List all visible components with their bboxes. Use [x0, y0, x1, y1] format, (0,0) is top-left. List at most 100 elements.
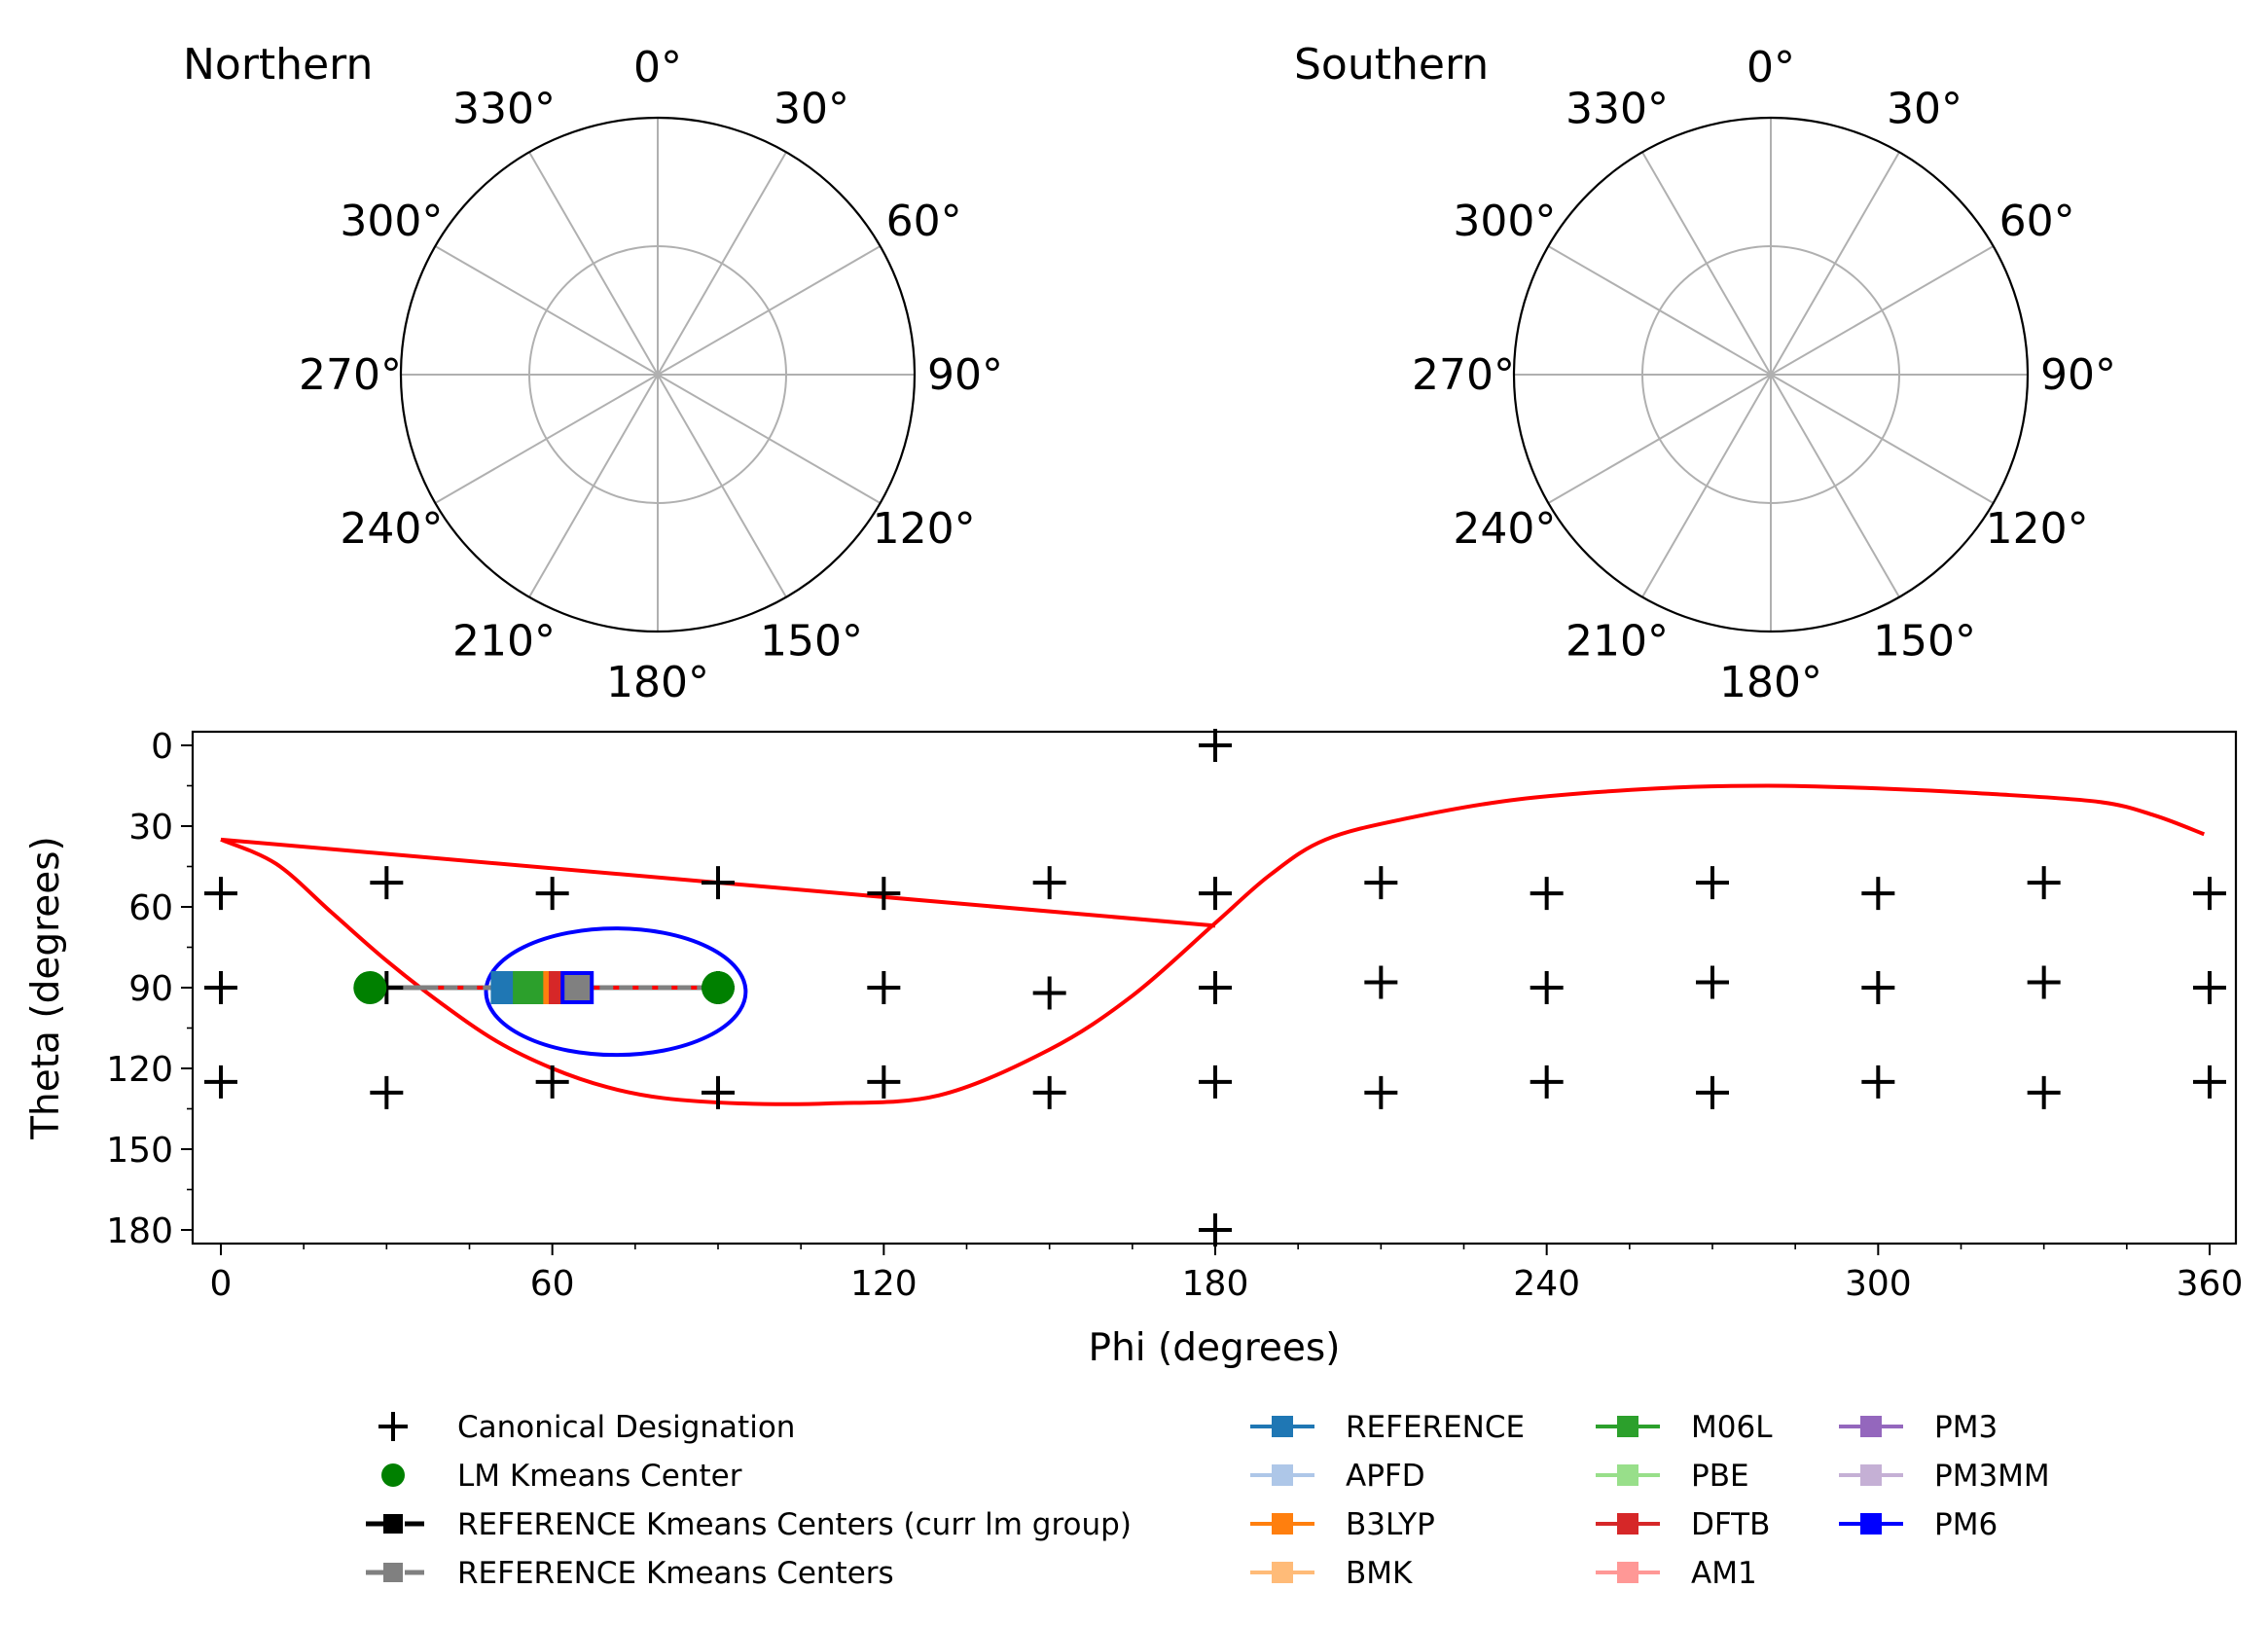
lm-kmeans-center-marker [353, 971, 387, 1004]
polar-angle-label: 180° [606, 658, 709, 707]
canonical-marker [1861, 877, 1895, 911]
polar-grid-spoke [528, 374, 659, 598]
legend-label: PM3 [1934, 1410, 1998, 1445]
canonical-marker [2027, 866, 2061, 900]
canonical-marker [1530, 971, 1564, 1004]
x-tick-label: 0 [210, 1264, 233, 1304]
legend-label: B3LYP [1346, 1507, 1435, 1542]
canonical-marker [2193, 971, 2226, 1004]
polar-angle-label: 0° [1746, 43, 1795, 92]
y-tick-label: 0 [151, 727, 173, 767]
canonical-marker [2027, 965, 2061, 999]
legend-label: APFD [1346, 1459, 1425, 1494]
canonical-marker [370, 1075, 404, 1109]
legend-handle-square [1860, 1464, 1882, 1486]
canonical-marker [702, 1075, 735, 1109]
canonical-marker [702, 866, 735, 900]
canonical-marker [1032, 1075, 1066, 1109]
polar-angle-label: 330° [1566, 84, 1669, 133]
legend-handle-canonical [378, 1412, 408, 1441]
x-tick-label: 300 [1845, 1264, 1912, 1304]
legend-handle-square [1860, 1513, 1882, 1535]
polar-grid-spoke [1547, 245, 1772, 376]
canonical-marker [2027, 1075, 2061, 1109]
polar-grid-spoke [1770, 151, 1900, 376]
legend-label: BMK [1346, 1556, 1413, 1591]
y-tick-label: 60 [128, 888, 173, 928]
legend-handle-square [1617, 1562, 1638, 1583]
polar-angle-label: 90° [927, 350, 1003, 400]
polar-angle-label: 120° [873, 504, 976, 554]
canonical-marker [1696, 965, 1729, 999]
legend-handle-square [1617, 1513, 1638, 1535]
y-tick-label: 90 [128, 969, 173, 1009]
legend-handle-square [1617, 1464, 1638, 1486]
canonical-marker [1199, 877, 1232, 911]
polar-angle-label: 30° [1887, 84, 1962, 133]
canonical-marker [1696, 866, 1729, 900]
polar-grid-spoke [1641, 151, 1772, 376]
polar-angle-label: 150° [1873, 617, 1976, 667]
legend-label: LM Kmeans Center [457, 1459, 742, 1494]
polar-angle-label: 60° [1999, 197, 2075, 246]
polar-northern: Northern 0° 30° 60° 90° 120° 150° 180° 210° 240° 2… [183, 40, 1003, 707]
polar-grid-spoke [434, 245, 659, 376]
polar-angle-label: 270° [1412, 350, 1515, 400]
polar-angle-label: 60° [886, 197, 962, 246]
lm-kmeans-center-marker [702, 971, 735, 1004]
legend-label: PBE [1691, 1459, 1749, 1494]
polar-angle-label: 150° [760, 617, 863, 667]
legend-label: M06L [1691, 1410, 1773, 1445]
polar-angle-label: 90° [2040, 350, 2116, 400]
polar-angle-label: 30° [774, 84, 849, 133]
polar-angle-label: 300° [1453, 197, 1556, 246]
legend-label: REFERENCE [1346, 1410, 1525, 1445]
polar-angle-label: 240° [1453, 504, 1556, 554]
canonical-marker [867, 877, 901, 911]
canonical-marker [204, 971, 237, 1004]
polar-southern: Southern 0° 30° 60° 90° 120° 150° 180° 210° 240° 2… [1294, 40, 2116, 707]
legend-handle-square [383, 1563, 403, 1582]
polar-angle-label: 180° [1719, 658, 1822, 707]
y-axis-label: Theta (degrees) [24, 836, 68, 1140]
legend-handle-square [1272, 1513, 1293, 1535]
polar-angle-label: 240° [340, 504, 443, 554]
polar-grid-spoke [657, 245, 882, 376]
canonical-marker [204, 1065, 237, 1099]
polar-grid-spoke [1770, 374, 1995, 504]
polar-grid-spoke [1770, 374, 1900, 598]
canonical-marker [370, 866, 404, 900]
legend-label: REFERENCE Kmeans Centers (curr lm group) [457, 1507, 1132, 1542]
polar-title: Northern [183, 40, 373, 90]
polar-angle-label: 210° [1566, 617, 1669, 667]
canonical-marker [867, 1065, 901, 1099]
canonical-marker [2193, 877, 2226, 911]
legend: Canonical Designation LM Kmeans Center REF… [366, 1410, 2050, 1591]
polar-grid-spoke [1547, 374, 1772, 504]
polar-angle-label: 120° [1986, 504, 2089, 554]
legend-handle-square [1272, 1464, 1293, 1486]
canonical-marker [535, 1065, 569, 1099]
canonical-marker [1032, 976, 1066, 1010]
polar-grid-spoke [1641, 374, 1772, 598]
red-path-line [220, 783, 2206, 1106]
canonical-marker [1861, 1065, 1895, 1099]
plot-area [220, 783, 2206, 1106]
x-tick-label: 360 [2177, 1264, 2244, 1304]
legend-handle-square [1272, 1416, 1293, 1437]
polar-outline [399, 116, 917, 633]
canonical-marker [1364, 965, 1398, 999]
polar-grid-spoke [528, 151, 659, 376]
legend-label: REFERENCE Kmeans Centers [457, 1556, 894, 1591]
canonical-marker [1199, 971, 1232, 1004]
legend-label: Canonical Designation [457, 1410, 795, 1445]
cluster-marker-pm6 [560, 971, 594, 1004]
blue-ellipse [484, 926, 748, 1058]
canonical-marker [867, 971, 901, 1004]
canonical-marker [1199, 1213, 1232, 1246]
polar-grid-spoke [1770, 245, 1995, 376]
canonical-marker [1032, 866, 1066, 900]
legend-handle-square [1860, 1416, 1882, 1437]
legend-label: AM1 [1691, 1556, 1757, 1591]
